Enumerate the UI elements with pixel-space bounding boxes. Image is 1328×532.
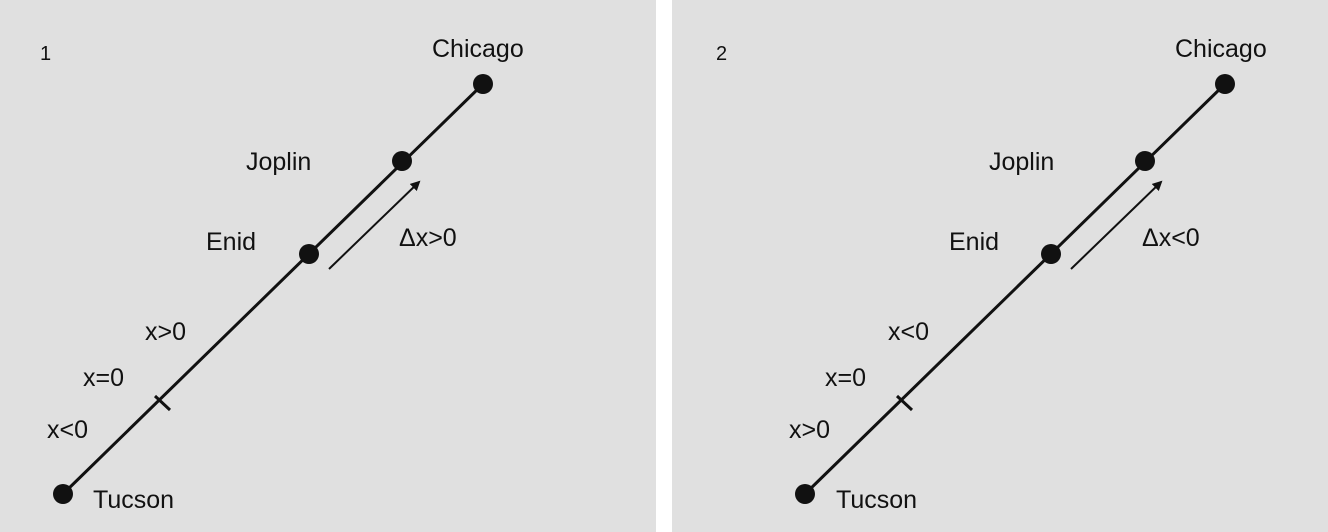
route-line [803,82,1227,496]
city-label-tucson: Tucson [93,486,174,514]
city-label-chicago: Chicago [1175,35,1267,63]
displacement-condition: x>0 [416,224,457,252]
city-dot-chicago [1215,74,1235,94]
axis-label-upper: x<0 [888,318,929,346]
axis-label-upper: x>0 [145,318,186,346]
panel-number: 2 [716,43,727,65]
axis-label-origin: x=0 [83,364,124,392]
city-dot-tucson [795,484,815,504]
axis-label-origin: x=0 [825,364,866,392]
diagram-panel-2: 2 Chicago Joplin Enid Tucson Δx<0 x<0 x=… [672,0,1328,532]
city-dot-tucson [53,484,73,504]
displacement-arrow [328,180,421,270]
city-label-joplin: Joplin [246,148,311,176]
route-line [61,82,485,496]
axis-label-lower: x<0 [47,416,88,444]
city-label-joplin: Joplin [989,148,1054,176]
displacement-label: Δx>0 [399,224,457,252]
city-dot-chicago [473,74,493,94]
route-diagram-2: 2 Chicago Joplin Enid Tucson Δx<0 x<0 x=… [716,35,1267,514]
origin-tick [895,394,914,412]
panel-number: 1 [40,43,51,65]
delta-symbol: Δ [399,224,416,252]
displacement-condition: x<0 [1159,224,1200,252]
origin-tick [153,394,172,412]
delta-symbol: Δ [1142,224,1159,252]
diagram-panel-1: 1 Chicago Joplin Enid Tucson Δx>0 x>0 x=… [0,0,656,532]
city-dot-joplin [1135,151,1155,171]
route-diagram-1: 1 Chicago Joplin Enid Tucson Δx>0 x>0 x=… [40,35,524,514]
city-label-chicago: Chicago [432,35,524,63]
displacement-arrow [1070,180,1163,270]
axis-label-lower: x>0 [789,416,830,444]
city-dot-joplin [392,151,412,171]
city-dot-enid [299,244,319,264]
city-dot-enid [1041,244,1061,264]
city-label-enid: Enid [206,228,256,256]
displacement-label: Δx<0 [1142,224,1200,252]
city-label-tucson: Tucson [836,486,917,514]
city-label-enid: Enid [949,228,999,256]
